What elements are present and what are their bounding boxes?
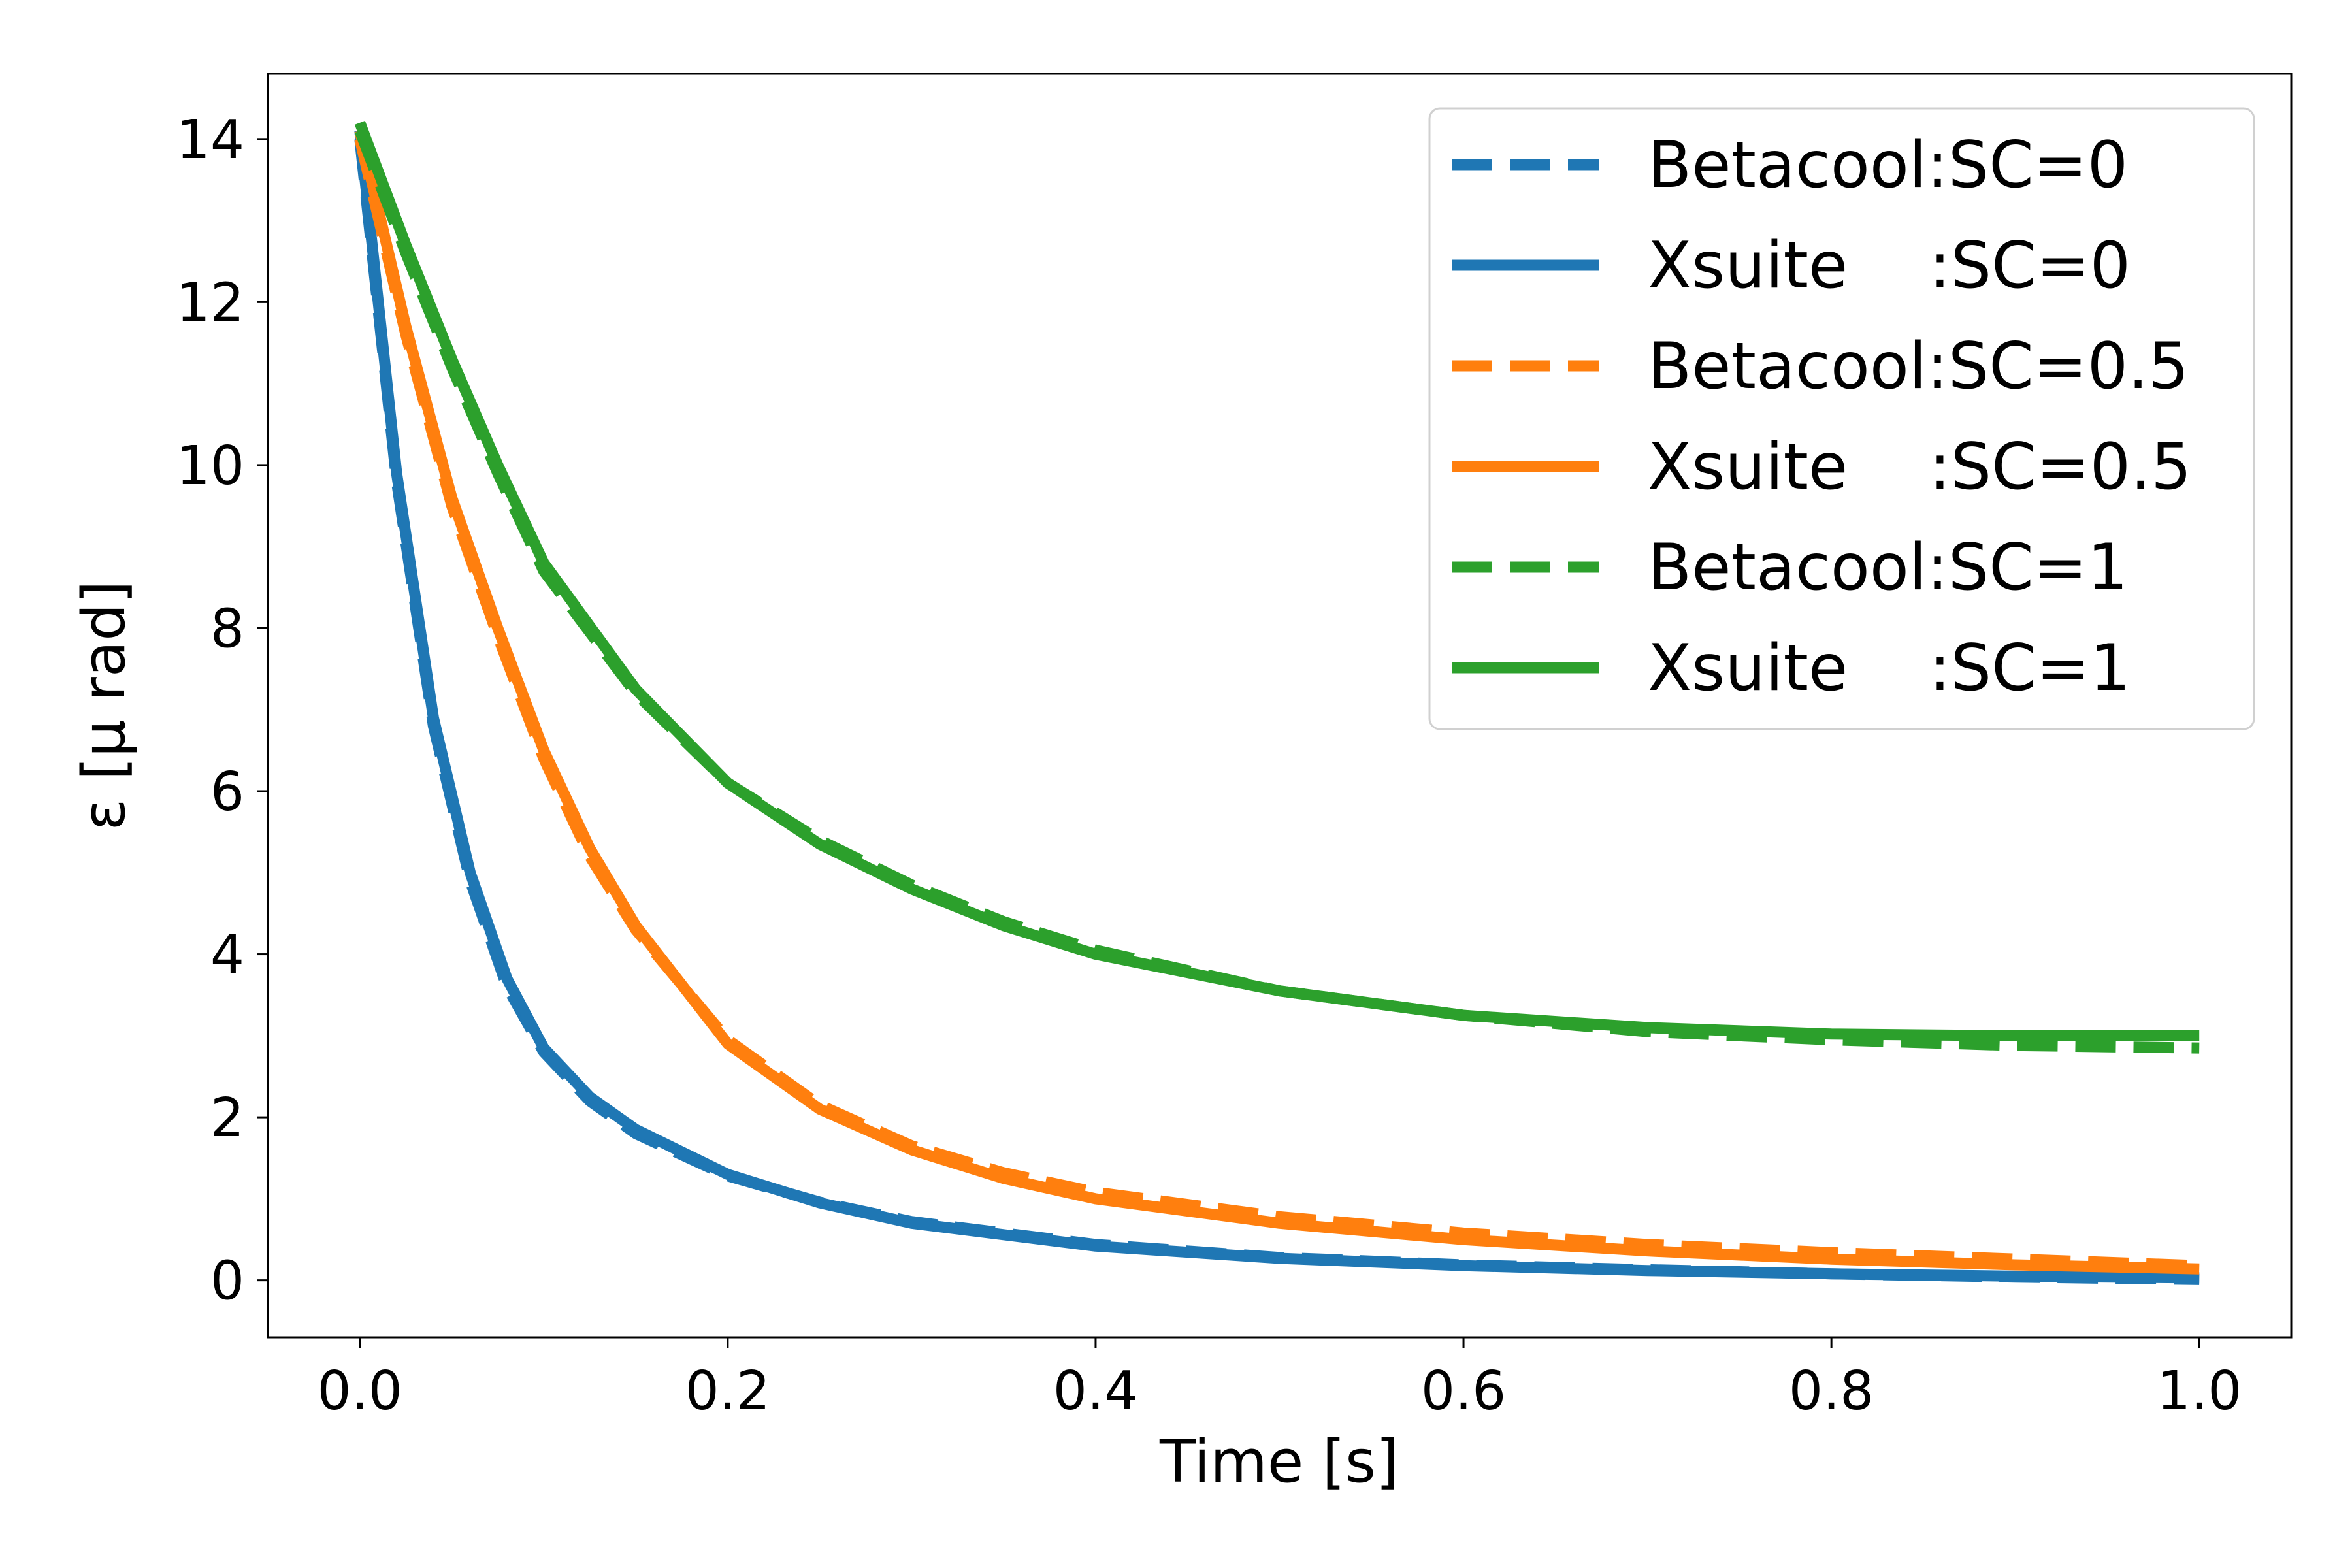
x-axis-label: Time [s] — [1159, 1428, 1399, 1496]
legend-frame — [1428, 107, 2255, 730]
y-tick-label: 4 — [210, 924, 244, 987]
plot-area-frame — [267, 73, 2293, 1339]
legend-label: Betacool:SC=1 — [1648, 531, 2128, 605]
y-axis-ticks: 0 2 4 6 8 10 12 14 — [176, 109, 268, 1313]
x-tick-label: 0.4 — [1053, 1360, 1138, 1422]
y-tick-label: 6 — [210, 761, 244, 823]
legend: Betacool:SC=0 Xsuite :SC=0 Betacool:SC=0.5… — [1428, 107, 2255, 730]
y-axis-label: ε [μ rad] — [70, 581, 139, 831]
series-line-4 — [354, 129, 2200, 1275]
x-axis-ticks: 0.0 0.2 0.4 0.6 0.8 1.0 — [318, 1337, 2242, 1422]
x-tick-label: 0.6 — [1421, 1360, 1506, 1422]
x-tick-label: 1.0 — [2157, 1360, 2242, 1422]
plot-series — [354, 120, 2200, 1285]
legend-label: Xsuite :SC=0.5 — [1648, 430, 2191, 504]
y-tick-label: 2 — [210, 1087, 244, 1149]
y-tick-label: 14 — [176, 109, 244, 171]
legend-items: Betacool:SC=0 Xsuite :SC=0 Betacool:SC=0.5… — [1452, 128, 2191, 706]
series-line-6 — [354, 120, 2200, 1041]
series-line-2 — [354, 130, 2200, 1284]
legend-label: Xsuite :SC=1 — [1648, 631, 2131, 706]
legend-label: Betacool:SC=0.5 — [1648, 329, 2189, 404]
x-tick-label: 0.0 — [318, 1360, 402, 1422]
legend-label: Betacool:SC=0 — [1648, 128, 2128, 203]
y-tick-label: 0 — [210, 1250, 244, 1313]
x-tick-label: 0.8 — [1789, 1360, 1874, 1422]
y-tick-label: 8 — [210, 598, 244, 660]
x-tick-label: 0.2 — [685, 1360, 770, 1422]
y-tick-label: 12 — [176, 272, 244, 334]
legend-label: Xsuite :SC=0 — [1648, 229, 2131, 303]
y-tick-label: 10 — [176, 435, 244, 497]
